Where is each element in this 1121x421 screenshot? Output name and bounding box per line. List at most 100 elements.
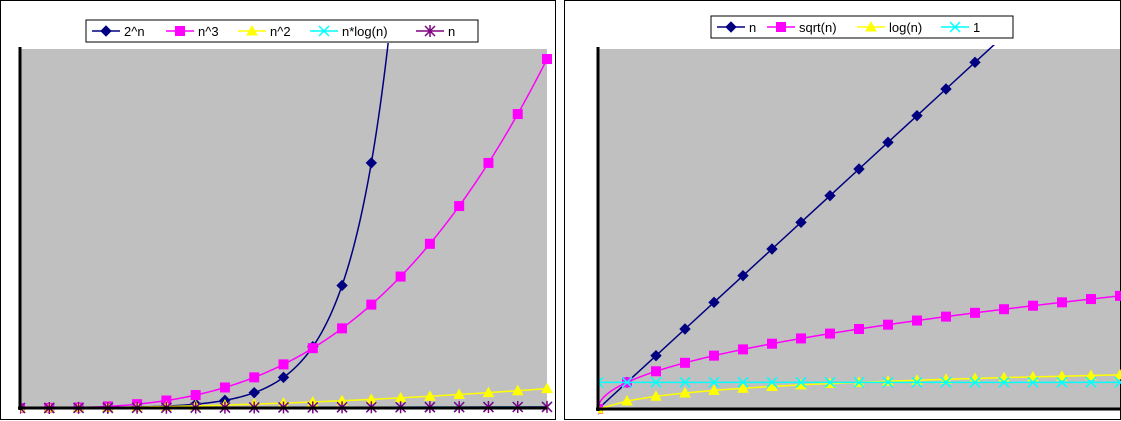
chart-left: 2^n n^3 n^2 n*log(n) n bbox=[0, 0, 556, 420]
point-2-n-11 bbox=[336, 279, 348, 292]
point-n-6 bbox=[766, 243, 778, 255]
point-n-3-9 bbox=[278, 359, 289, 370]
point-n-0 bbox=[20, 402, 26, 414]
point-sqrt-n-2 bbox=[651, 366, 661, 377]
point-log-n-6 bbox=[766, 380, 778, 391]
point-1-3 bbox=[679, 376, 691, 388]
point-sqrt-n-10 bbox=[883, 319, 893, 330]
point-sqrt-n-8 bbox=[825, 328, 835, 339]
point-sqrt-n-6 bbox=[767, 338, 777, 349]
point-1-2 bbox=[650, 376, 662, 388]
legend-marker-n bbox=[725, 21, 737, 33]
series-1 bbox=[598, 376, 1121, 388]
point-n-2-15 bbox=[453, 388, 466, 400]
legend-label-n: n bbox=[448, 24, 455, 39]
chart-left-svg: 2^n n^3 n^2 n*log(n) n bbox=[18, 19, 553, 414]
point-1-7 bbox=[795, 376, 807, 388]
legend: 2^n n^3 n^2 n*log(n) n bbox=[85, 19, 479, 43]
legend-label-sqrt-n: sqrt(n) bbox=[799, 20, 837, 35]
point-log-n-15 bbox=[1027, 370, 1039, 382]
point-n-3-12 bbox=[366, 299, 377, 310]
point-1-15 bbox=[1027, 376, 1039, 388]
point-n-11 bbox=[911, 109, 923, 122]
point-2-n-12 bbox=[365, 157, 378, 169]
legend-marker-n-log-n bbox=[318, 25, 330, 37]
point-log-n-16 bbox=[1056, 370, 1068, 381]
point-sqrt-n-12 bbox=[941, 311, 951, 322]
point-n-7 bbox=[795, 216, 807, 229]
point-n-3-8 bbox=[249, 372, 260, 383]
point-sqrt-n-9 bbox=[854, 324, 864, 334]
legend: n sqrt(n) log(n) 1 bbox=[710, 15, 1014, 39]
point-1-12 bbox=[940, 376, 952, 388]
point-sqrt-n-18 bbox=[1115, 290, 1121, 301]
legend-marker-2-n bbox=[100, 25, 112, 37]
point-n-3-13 bbox=[395, 271, 406, 282]
legend-marker-1 bbox=[949, 21, 961, 33]
legend-item-log-n: log(n) bbox=[857, 20, 922, 35]
point-n-2-17 bbox=[511, 384, 524, 396]
plot-area bbox=[598, 49, 1120, 409]
legend-item-n-2: n^2 bbox=[238, 24, 291, 39]
point-2-n-8 bbox=[248, 386, 260, 399]
legend-label-n-log-n: n*log(n) bbox=[342, 24, 388, 39]
point-n-3-10 bbox=[307, 343, 318, 354]
legend-label-n-2: n^2 bbox=[270, 24, 291, 39]
point-n-3-14 bbox=[424, 238, 435, 249]
point-1-18 bbox=[1114, 376, 1121, 388]
point-sqrt-n-17 bbox=[1086, 294, 1096, 305]
point-1-17 bbox=[1085, 376, 1097, 388]
point-n-5 bbox=[737, 269, 749, 282]
point-n-4 bbox=[708, 296, 720, 309]
series-sqrt-n bbox=[598, 290, 1121, 414]
point-n-2 bbox=[650, 349, 662, 362]
point-n-13 bbox=[969, 56, 981, 69]
legend-label-1: 1 bbox=[973, 20, 980, 35]
point-sqrt-n-11 bbox=[912, 315, 922, 326]
point-1-11 bbox=[911, 376, 923, 388]
point-sqrt-n-3 bbox=[680, 357, 690, 368]
point-sqrt-n-14 bbox=[999, 304, 1009, 315]
point-n-2-14 bbox=[424, 390, 436, 401]
point-n-3 bbox=[679, 323, 691, 335]
legend-item-2-n: 2^n bbox=[92, 24, 145, 39]
point-1-5 bbox=[737, 376, 749, 388]
point-log-n-2 bbox=[650, 390, 662, 401]
point-sqrt-n-15 bbox=[1028, 300, 1038, 311]
legend-label-log-n: log(n) bbox=[889, 20, 922, 35]
point-1-4 bbox=[708, 376, 720, 388]
series-n bbox=[598, 45, 995, 415]
point-1-16 bbox=[1056, 376, 1068, 388]
point-1-0 bbox=[598, 376, 604, 388]
point-1-10 bbox=[882, 376, 894, 388]
legend-label-n: n bbox=[749, 20, 756, 35]
point-1-9 bbox=[853, 376, 865, 388]
point-sqrt-n-13 bbox=[970, 307, 980, 318]
legend-box bbox=[85, 19, 479, 43]
point-n-3-15 bbox=[454, 201, 465, 212]
legend-item-n-3: n^3 bbox=[166, 24, 219, 39]
point-log-n-4 bbox=[708, 384, 720, 395]
point-log-n-1 bbox=[621, 394, 633, 406]
point-log-n-5 bbox=[737, 382, 749, 393]
legend-marker-n bbox=[424, 25, 436, 37]
legend-item-sqrt-n: sqrt(n) bbox=[767, 20, 837, 35]
point-sqrt-n-5 bbox=[738, 344, 748, 355]
point-sqrt-n-4 bbox=[709, 350, 719, 361]
legend-marker-n-3 bbox=[175, 26, 185, 36]
legend-item-1: 1 bbox=[941, 20, 980, 35]
legend-label-n-3: n^3 bbox=[198, 24, 219, 39]
legend-marker-n-2 bbox=[246, 24, 258, 36]
point-log-n-18 bbox=[1114, 368, 1121, 380]
point-n-2-18 bbox=[541, 382, 553, 394]
point-1-13 bbox=[969, 376, 981, 388]
point-1-1 bbox=[621, 376, 633, 388]
point-n-3-11 bbox=[337, 323, 348, 334]
point-n-3-6 bbox=[190, 390, 201, 401]
point-n-3-16 bbox=[483, 157, 494, 168]
point-sqrt-n-16 bbox=[1057, 297, 1067, 308]
point-1-14 bbox=[998, 376, 1010, 388]
point-log-n-17 bbox=[1085, 369, 1097, 381]
point-1-8 bbox=[824, 376, 836, 388]
legend-item-n-log-n: n*log(n) bbox=[310, 24, 388, 39]
